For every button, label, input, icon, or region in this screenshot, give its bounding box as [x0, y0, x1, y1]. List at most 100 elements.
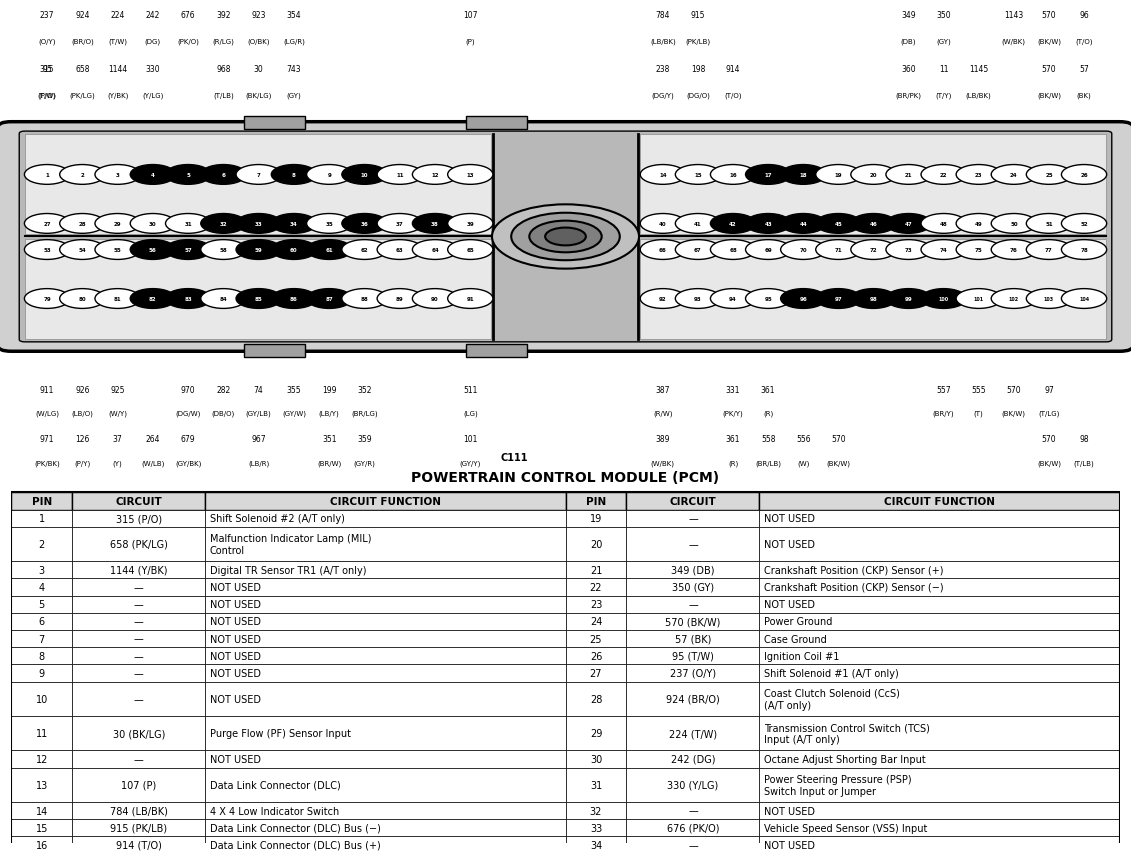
Text: Ignition Coil #1: Ignition Coil #1: [763, 651, 839, 661]
Bar: [11, 751, 72, 768]
Text: NOT USED: NOT USED: [209, 694, 261, 704]
Circle shape: [1026, 214, 1071, 234]
Bar: [11, 613, 72, 630]
Text: NOT USED: NOT USED: [763, 840, 815, 850]
Text: 73: 73: [905, 248, 913, 253]
Bar: [627, 819, 760, 837]
Text: 36: 36: [361, 222, 369, 227]
Text: 81: 81: [114, 296, 121, 302]
Circle shape: [1026, 290, 1071, 309]
Text: —: —: [133, 651, 144, 661]
Text: 2: 2: [38, 539, 45, 550]
Bar: [72, 510, 206, 527]
Bar: [206, 579, 566, 596]
Text: 96: 96: [1079, 11, 1089, 20]
Text: 915: 915: [691, 11, 706, 20]
Text: CIRCUIT FUNCTION: CIRCUIT FUNCTION: [330, 497, 441, 506]
Bar: [566, 561, 627, 579]
Text: 12: 12: [431, 173, 439, 178]
Text: 62: 62: [361, 248, 369, 253]
Bar: [11, 837, 72, 852]
Text: 72: 72: [870, 248, 878, 253]
Text: 89: 89: [396, 296, 404, 302]
Bar: [72, 716, 206, 751]
Bar: [244, 345, 305, 357]
Text: 19: 19: [590, 514, 602, 524]
Text: 50: 50: [1010, 222, 1018, 227]
Text: 264: 264: [146, 435, 161, 444]
Text: 359: 359: [357, 435, 372, 444]
Bar: [11, 819, 72, 837]
Text: 24: 24: [1010, 173, 1018, 178]
Text: 7: 7: [257, 173, 260, 178]
Text: 99: 99: [905, 296, 913, 302]
Text: 968: 968: [216, 65, 231, 74]
Text: 21: 21: [589, 565, 602, 575]
Circle shape: [511, 214, 620, 261]
Text: 93: 93: [694, 296, 702, 302]
Text: 13: 13: [466, 173, 474, 178]
Text: 126: 126: [75, 435, 89, 444]
Text: 57: 57: [184, 248, 192, 253]
Circle shape: [991, 240, 1036, 260]
Bar: [72, 630, 206, 648]
Text: (BK/W): (BK/W): [1037, 38, 1061, 44]
Circle shape: [780, 240, 826, 260]
Circle shape: [675, 240, 720, 260]
Circle shape: [921, 240, 966, 260]
Bar: [11, 648, 72, 665]
Text: 103: 103: [1044, 296, 1054, 302]
Text: 242 (DG): 242 (DG): [671, 754, 715, 764]
Text: (BK/LG): (BK/LG): [245, 92, 271, 99]
Bar: [566, 527, 627, 561]
Text: 61: 61: [326, 248, 333, 253]
Circle shape: [991, 214, 1036, 234]
Circle shape: [710, 240, 756, 260]
Bar: [627, 492, 760, 510]
Circle shape: [710, 214, 756, 234]
Text: 6: 6: [38, 617, 45, 626]
Circle shape: [201, 214, 247, 234]
Text: 925: 925: [111, 385, 124, 394]
Text: 9: 9: [327, 173, 331, 178]
Text: NOT USED: NOT USED: [763, 600, 815, 609]
Text: 87: 87: [326, 296, 333, 302]
Text: 15: 15: [694, 173, 701, 178]
Text: 95: 95: [765, 296, 772, 302]
Text: 82: 82: [149, 296, 157, 302]
Text: (T/LB): (T/LB): [1073, 459, 1095, 466]
Text: 33: 33: [254, 222, 262, 227]
Bar: [566, 596, 627, 613]
Text: 389: 389: [656, 435, 670, 444]
Text: 16: 16: [729, 173, 737, 178]
Text: NOT USED: NOT USED: [209, 582, 261, 592]
Circle shape: [1026, 240, 1071, 260]
Text: 8: 8: [292, 173, 296, 178]
Bar: [72, 561, 206, 579]
Circle shape: [956, 214, 1001, 234]
Circle shape: [25, 240, 70, 260]
Circle shape: [342, 214, 387, 234]
Text: —: —: [688, 805, 698, 815]
Circle shape: [1061, 214, 1106, 234]
Text: (GY/R): (GY/R): [354, 459, 375, 466]
Text: 55: 55: [114, 248, 121, 253]
Text: 27: 27: [589, 668, 602, 678]
Text: 65: 65: [466, 248, 474, 253]
Circle shape: [95, 290, 140, 309]
Bar: [25, 239, 491, 340]
Text: (GY/W): (GY/W): [282, 410, 305, 417]
Bar: [206, 837, 566, 852]
Text: 64: 64: [431, 248, 439, 253]
Text: 34: 34: [290, 222, 297, 227]
Bar: [566, 751, 627, 768]
Text: 4 X 4 Low Indicator Switch: 4 X 4 Low Indicator Switch: [209, 805, 339, 815]
Bar: [206, 561, 566, 579]
Text: 84: 84: [219, 296, 227, 302]
Text: 22: 22: [940, 173, 948, 178]
Text: (GY/BK): (GY/BK): [175, 459, 201, 466]
Circle shape: [95, 165, 140, 185]
Text: (GY): (GY): [286, 92, 301, 99]
Text: —: —: [133, 694, 144, 704]
Circle shape: [165, 214, 210, 234]
